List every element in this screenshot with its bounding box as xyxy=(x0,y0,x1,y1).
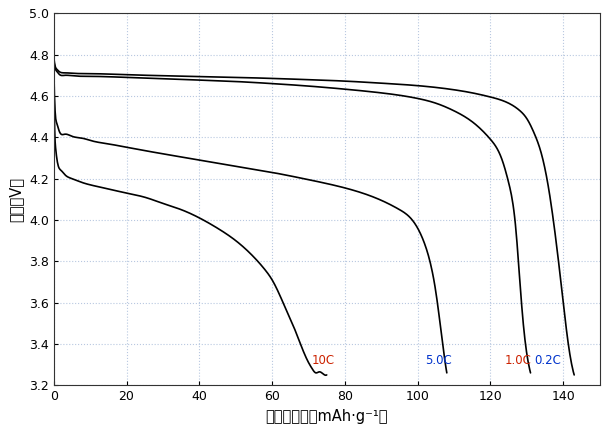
Y-axis label: 电压（V）: 电压（V） xyxy=(9,177,23,222)
Text: 5.0C: 5.0C xyxy=(425,354,452,367)
Text: 10C: 10C xyxy=(312,354,335,367)
Text: 1.0C: 1.0C xyxy=(505,354,532,367)
Text: 0.2C: 0.2C xyxy=(534,354,561,367)
X-axis label: 放电比容量（mAh·g⁻¹）: 放电比容量（mAh·g⁻¹） xyxy=(266,409,388,424)
